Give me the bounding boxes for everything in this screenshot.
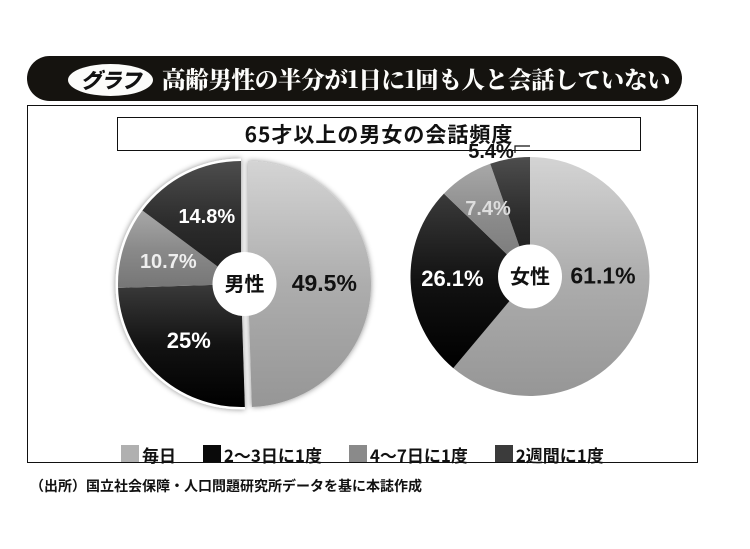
- svg-text:14.8%: 14.8%: [178, 206, 235, 228]
- svg-text:25%: 25%: [167, 328, 211, 353]
- svg-text:7.4%: 7.4%: [465, 198, 511, 220]
- svg-text:61.1%: 61.1%: [570, 263, 635, 289]
- svg-text:49.5%: 49.5%: [292, 270, 357, 296]
- svg-text:男性: 男性: [225, 268, 265, 297]
- svg-text:10.7%: 10.7%: [140, 251, 197, 273]
- svg-text:女性: 女性: [510, 261, 550, 290]
- svg-text:5.4%: 5.4%: [468, 141, 514, 163]
- svg-text:26.1%: 26.1%: [421, 266, 483, 291]
